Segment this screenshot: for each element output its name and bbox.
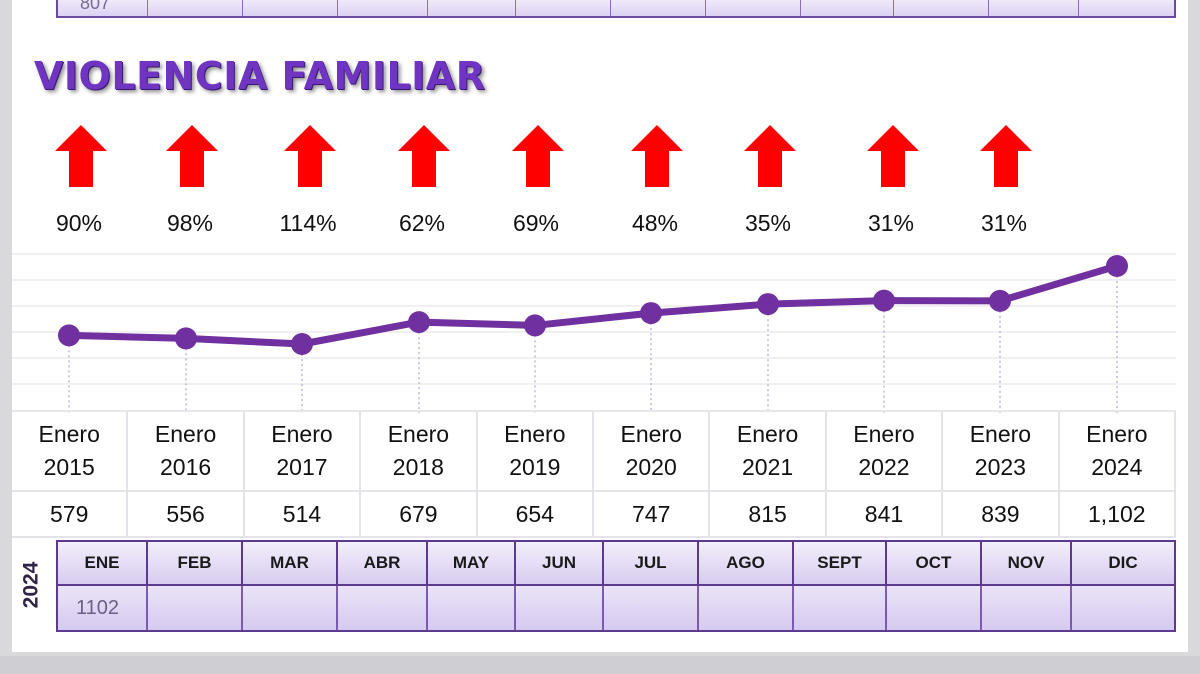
year-value: 1,102 [1059,492,1176,538]
red-up-arrow-icon [744,125,796,187]
year-header: Enero 2016 [128,412,245,492]
month-header: JUN [516,542,604,586]
year-value: 841 [826,492,944,538]
line-chart [12,253,1176,413]
month-header: NOV [982,542,1072,586]
year-header: Enero 2021 [710,412,827,492]
year-header: Enero 2017 [244,412,362,492]
month-value [699,586,794,630]
bottom-strip [0,656,1200,674]
red-up-arrow-icon [867,125,919,187]
red-up-arrow-icon [55,125,107,187]
month-value [148,586,243,630]
data-point [58,324,80,347]
month-table: ENE FEB MAR ABR MAY JUN JUL AGO SEPT OCT NOV DIC 110… [56,540,1176,632]
month-table-year-label: 2024 [18,540,44,630]
data-point [524,314,546,337]
previous-month-table: 807 [56,0,1176,18]
percent-change-label: 35% [744,210,792,236]
data-point [757,293,779,316]
red-up-arrow-icon [980,125,1032,187]
year-header: Enero 2024 [1059,412,1176,492]
year-header: Enero 2019 [477,412,594,492]
percent-change-label: 31% [867,210,915,236]
month-value [428,586,516,630]
year-header: Enero 2023 [943,412,1060,492]
month-header: SEPT [794,542,887,586]
data-point [640,302,662,325]
month-header: AGO [699,542,794,586]
year-header: Enero 2020 [594,412,711,492]
month-header: JUL [604,542,699,586]
month-value [516,586,604,630]
month-header: DIC [1072,542,1174,586]
year-header: Enero 2018 [361,412,478,492]
percent-change-label: 69% [512,210,560,236]
year-value: 747 [594,492,711,538]
month-value: 1102 [58,586,148,630]
data-point [408,311,430,334]
month-value [794,586,887,630]
data-point [291,333,313,355]
red-up-arrow-icon [512,125,564,187]
years-table: Enero 2015 Enero 2016 Enero 2017 Enero 2018… [12,410,1176,538]
percent-change-label: 114% [279,210,337,236]
red-up-arrow-icon [398,125,450,187]
year-value: 579 [12,492,129,538]
month-header: ABR [338,542,428,586]
data-point [175,327,197,350]
percent-change-label: 98% [166,210,214,236]
year-value: 514 [244,492,362,538]
month-value [338,586,428,630]
page-title: VIOLENCIA FAMILIAR [34,54,486,98]
month-value [887,586,982,630]
percent-change-label: 62% [398,210,446,236]
year-header: Enero 2015 [12,412,129,492]
data-point [989,289,1011,312]
month-value [1072,586,1174,630]
month-value [243,586,338,630]
year-value: 839 [943,492,1060,538]
previous-table-value: 807 [58,0,148,16]
data-point [873,289,895,312]
year-value: 654 [477,492,594,538]
percent-change-label: 48% [631,210,679,236]
data-point [1106,255,1128,277]
month-header: MAR [243,542,338,586]
year-value: 679 [361,492,478,538]
red-up-arrow-icon [631,125,683,187]
year-value: 556 [128,492,245,538]
month-header: ENE [58,542,148,586]
red-up-arrow-icon [284,125,336,187]
month-header: FEB [148,542,243,586]
series-line [68,262,1119,348]
month-header: MAY [428,542,516,586]
previous-table-year-label [16,0,36,10]
year-value: 815 [710,492,827,538]
month-value [982,586,1072,630]
percent-change-label: 90% [55,210,103,236]
red-up-arrow-icon [166,125,218,187]
year-header: Enero 2022 [826,412,944,492]
month-value [604,586,699,630]
percent-change-label: 31% [980,210,1028,236]
month-header: OCT [887,542,982,586]
month-table-year: 2024 [19,561,42,609]
